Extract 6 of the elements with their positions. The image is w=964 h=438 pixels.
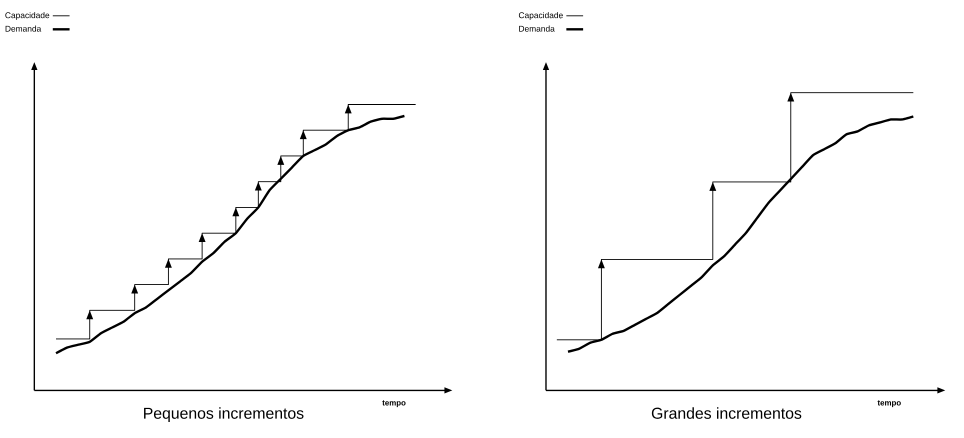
legend-label: Demanda xyxy=(519,26,555,32)
text: Pequenos incrementos xyxy=(144,407,304,422)
legend-label: Capacidade xyxy=(518,12,563,20)
legend-label: Capacidade xyxy=(5,12,50,20)
text: Grandes incrementos xyxy=(652,407,802,419)
legend-label: Demanda xyxy=(6,26,42,32)
